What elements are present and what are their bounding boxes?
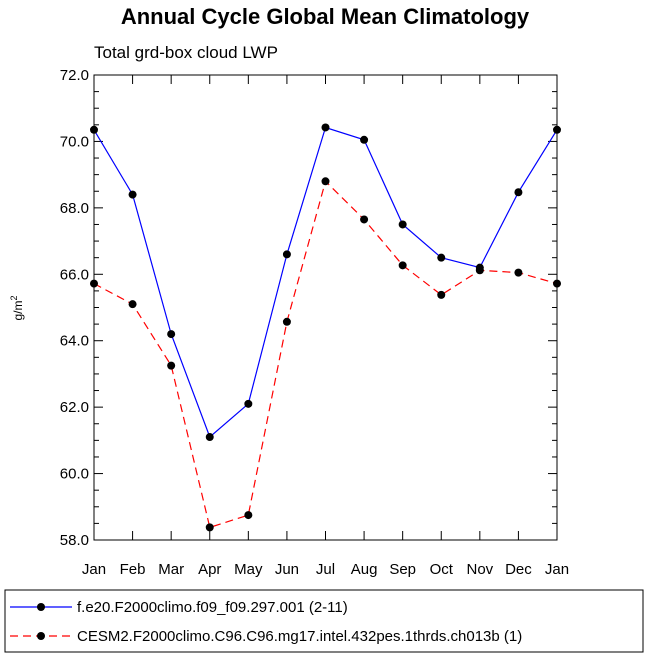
series-1-point — [244, 511, 253, 520]
legend-swatch-marker-0 — [37, 603, 45, 611]
x-tick-label: Jun — [275, 561, 299, 578]
series-1-point — [553, 279, 561, 288]
series-1-point — [475, 266, 484, 275]
series-1-point — [321, 177, 330, 186]
x-tick-label: Oct — [430, 561, 454, 578]
legend-label-0: f.e20.F2000climo.f09_f09.297.001 (2-11) — [77, 599, 348, 616]
series-1-point — [90, 279, 98, 288]
series-1-point — [514, 268, 523, 277]
x-tick-label: Jan — [545, 561, 569, 578]
series-0-point — [167, 330, 176, 339]
x-tick-label: Dec — [505, 561, 532, 578]
y-tick-label: 72.0 — [60, 67, 89, 84]
series-1-point — [398, 261, 407, 270]
x-tick-label: Apr — [198, 561, 221, 578]
series-line-1 — [93, 180, 558, 529]
series-0-point — [398, 220, 407, 229]
series-0-point — [244, 399, 253, 408]
series-0-point — [437, 253, 446, 262]
y-tick-label: 70.0 — [60, 133, 89, 150]
y-tick-label: 68.0 — [60, 200, 89, 217]
series-1-point — [437, 290, 446, 299]
y-tick-label: 60.0 — [60, 466, 89, 483]
y-tick-label: 64.0 — [60, 333, 89, 350]
chart-subtitle: Total grd-box cloud LWP — [94, 43, 278, 62]
series-0-point — [514, 188, 523, 197]
legend-box — [4, 589, 644, 653]
series-0-point — [205, 433, 214, 442]
series-1-point — [282, 317, 291, 326]
chart-title: Annual Cycle Global Mean Climatology — [121, 4, 530, 29]
axes: 58.0 60.0 62.0 64.0 66.0 68.0 70.0 72.0 Jan Feb Ma… — [60, 67, 569, 578]
x-tick-label: Sep — [389, 561, 416, 578]
x-tick-label: May — [234, 561, 263, 578]
series-line-0 — [93, 126, 558, 439]
y-tick-label: 58.0 — [60, 532, 89, 549]
y-axis-label: g/m2 — [9, 295, 25, 320]
legend: f.e20.F2000climo.f09_f09.297.001 (2-11) … — [4, 589, 644, 653]
series-0-point — [553, 125, 561, 134]
y-tick-label: 66.0 — [60, 266, 89, 283]
series-1-point — [360, 215, 369, 224]
x-tick-label: Nov — [466, 561, 493, 578]
x-tick-label: Mar — [158, 561, 184, 578]
series-0-point — [90, 125, 98, 134]
series-0-point — [360, 135, 369, 144]
x-tick-label: Aug — [351, 561, 378, 578]
series-1-point — [167, 361, 176, 370]
legend-label-1: CESM2.F2000climo.C96.C96.mg17.intel.432p… — [77, 628, 522, 645]
series-1-point — [128, 300, 137, 309]
series-layer — [90, 123, 561, 532]
x-tick-label: Feb — [120, 561, 146, 578]
series-1-point — [205, 523, 214, 532]
series-0-point — [128, 190, 137, 199]
series-0-point — [282, 250, 291, 259]
y-tick-label: 62.0 — [60, 399, 89, 416]
x-tick-label: Jan — [82, 561, 106, 578]
legend-swatch-marker-1 — [37, 632, 45, 640]
series-0-point — [321, 123, 330, 132]
x-tick-label: Jul — [316, 561, 335, 578]
